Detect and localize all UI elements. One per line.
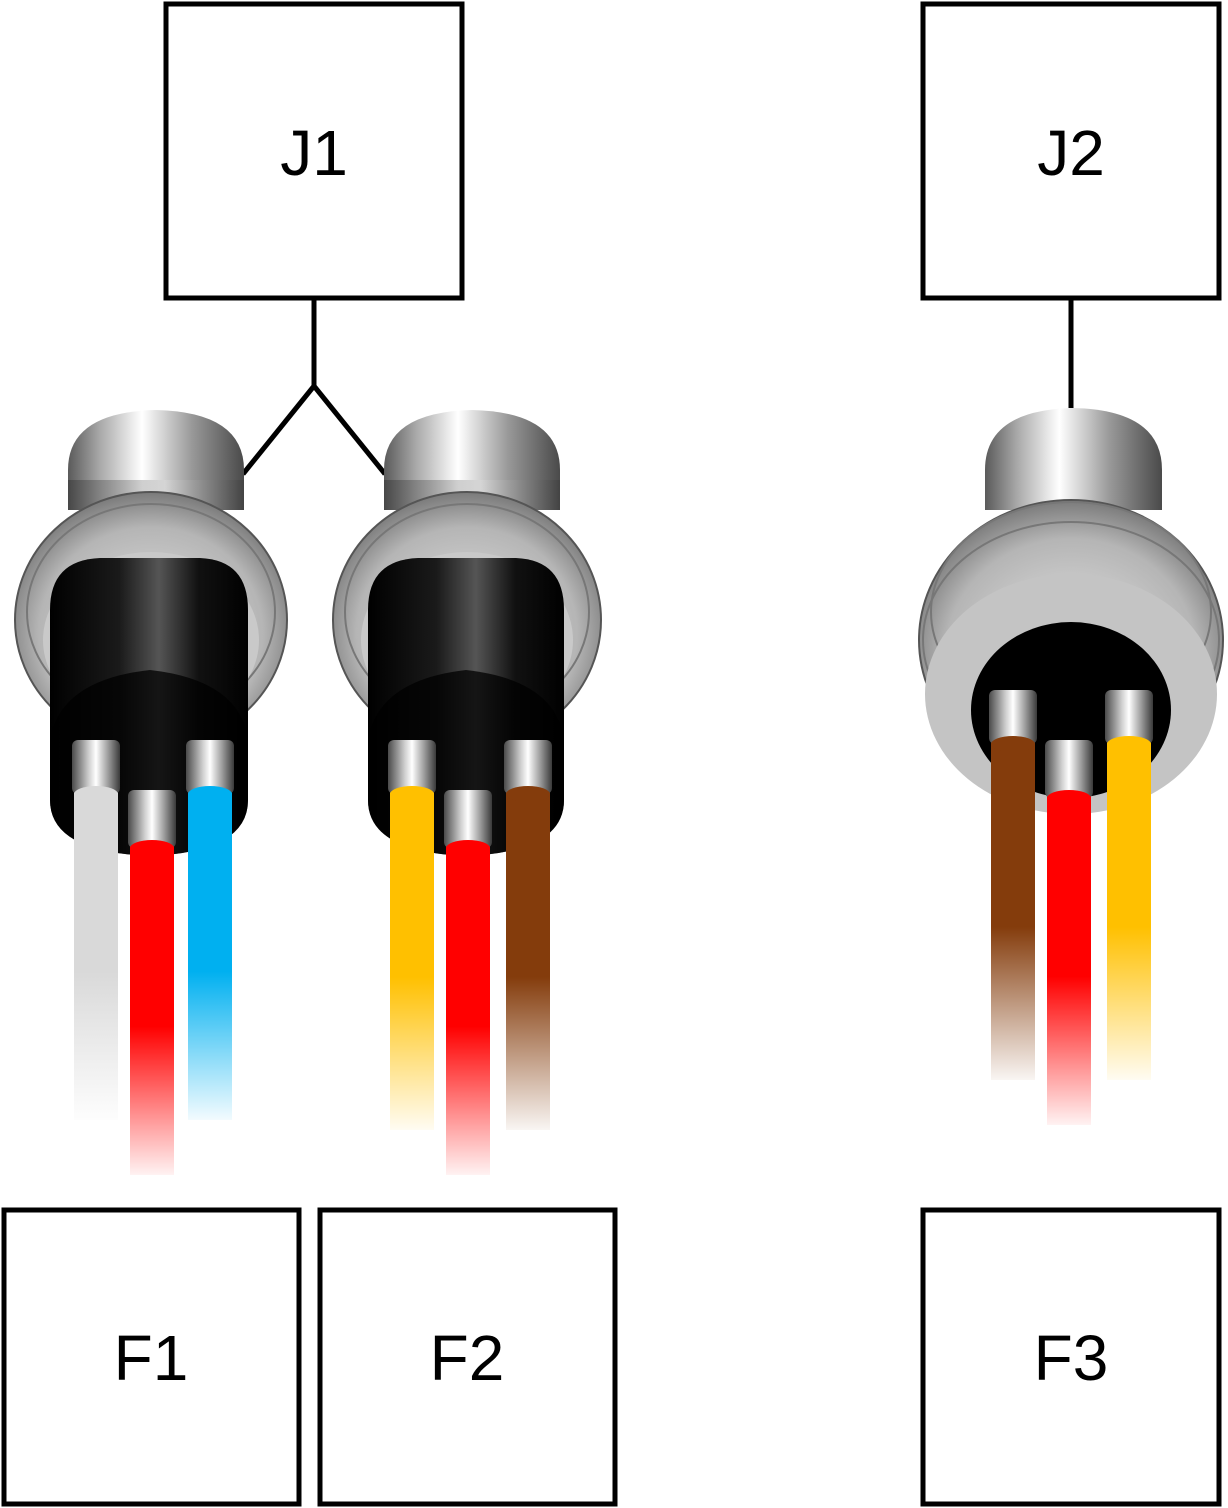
connector-2 [332,410,602,856]
wire-white [72,740,120,1120]
connector-2-wires [388,740,552,1175]
connector-3-wires [989,690,1153,1125]
wire-blue [186,740,234,1120]
box-j1-label: J1 [280,117,348,189]
wire-brown [504,740,552,1130]
box-j2-label: J2 [1037,117,1105,189]
box-f3-label: F3 [1034,1322,1109,1394]
box-f1: F1 [1,1207,302,1507]
wire-red [128,790,176,1175]
connector-1-wires [72,740,234,1175]
box-f2-label: F2 [430,1322,505,1394]
wire-red [444,790,492,1175]
box-f2: F2 [317,1207,618,1507]
wire-yellow [1105,690,1153,1080]
j1-split-line [241,298,387,476]
box-j1: J1 [163,1,465,301]
box-f3: F3 [920,1207,1222,1507]
box-j2: J2 [920,1,1222,301]
connector-1 [14,410,288,856]
wire-red [1045,740,1093,1125]
box-f1-label: F1 [114,1322,189,1394]
wire-brown [989,690,1037,1080]
wire-yellow [388,740,436,1130]
